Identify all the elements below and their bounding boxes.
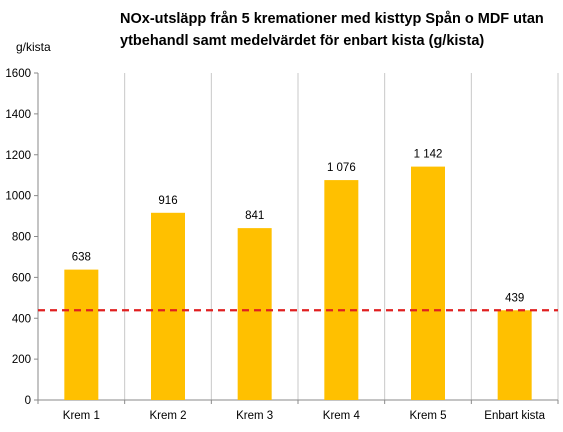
y-axis-label: g/kista xyxy=(16,40,51,54)
x-tick-label: Krem 1 xyxy=(63,410,100,422)
bar xyxy=(324,180,359,400)
x-tick-label: Enbart kista xyxy=(484,410,545,422)
data-label: 439 xyxy=(505,292,524,304)
data-label: 1 142 xyxy=(414,149,443,161)
data-label: 638 xyxy=(72,252,91,264)
x-tick-label: Krem 2 xyxy=(149,410,186,422)
y-tick-label: 1200 xyxy=(5,150,31,162)
data-label: 1 076 xyxy=(327,162,356,174)
bar xyxy=(151,212,185,400)
y-tick-label: 1600 xyxy=(5,68,31,80)
y-tick-label: 1400 xyxy=(5,109,31,121)
y-tick-label: 0 xyxy=(25,395,31,407)
bar xyxy=(411,166,445,400)
bar xyxy=(237,228,272,400)
x-tick-label: Krem 4 xyxy=(323,410,361,422)
data-label: 916 xyxy=(158,195,177,207)
y-tick-label: 600 xyxy=(12,272,31,284)
y-tick-label: 200 xyxy=(12,354,31,366)
data-label: 841 xyxy=(245,210,264,222)
y-tick-label: 800 xyxy=(12,232,31,244)
chart-title: NOx-utsläpp från 5 kremationer med kistt… xyxy=(120,11,544,49)
y-tick-label: 1000 xyxy=(5,191,31,203)
bar xyxy=(497,310,532,400)
y-tick-label: 400 xyxy=(12,313,31,325)
x-tick-label: Krem 3 xyxy=(236,410,273,422)
x-tick-label: Krem 5 xyxy=(409,410,446,422)
bar xyxy=(64,269,99,400)
